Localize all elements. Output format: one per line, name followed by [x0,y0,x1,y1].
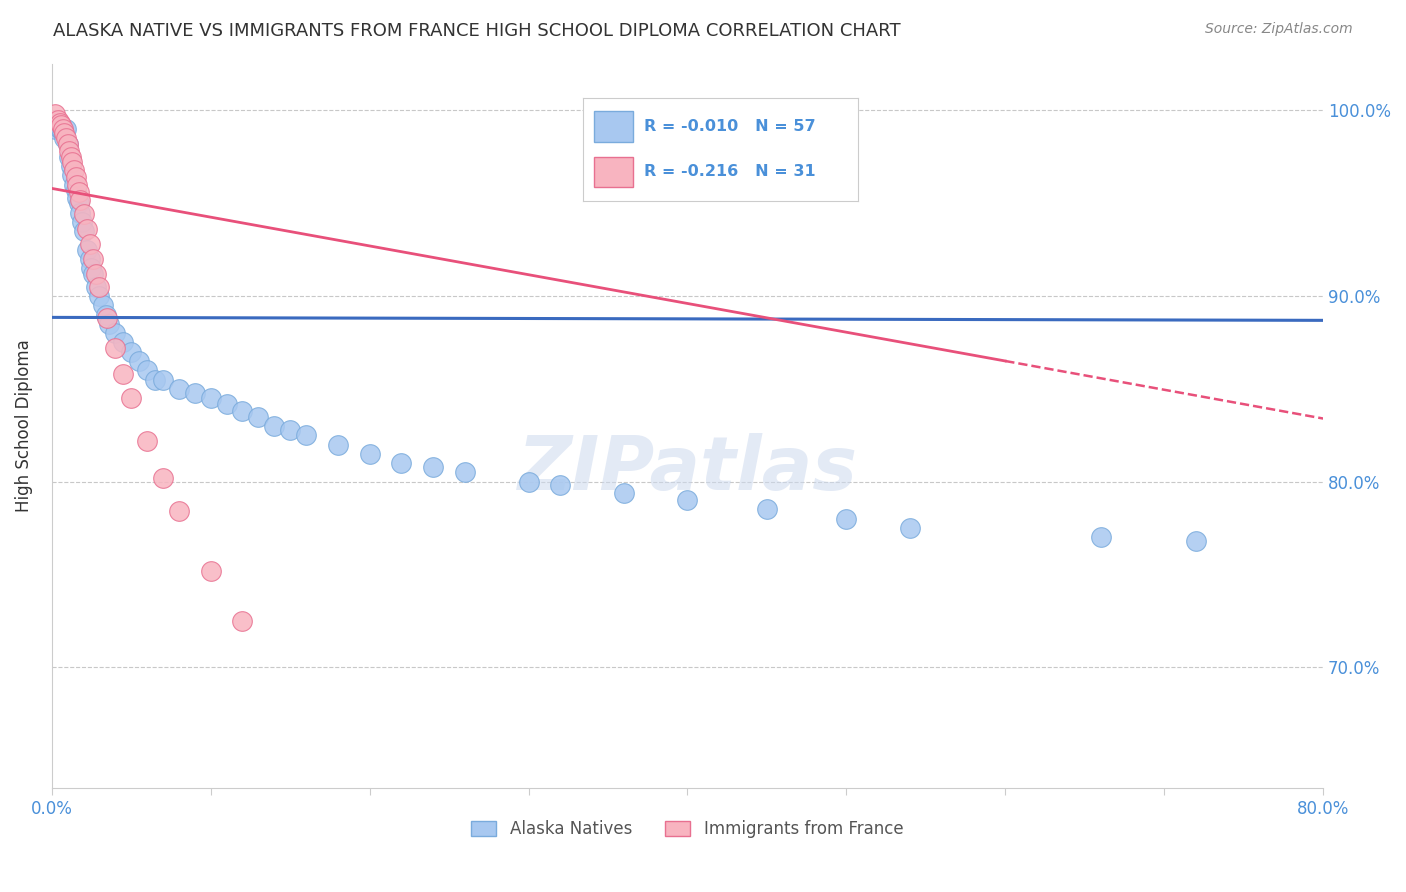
Point [613,485,636,500]
Point [389,456,412,470]
Point [48,122,70,136]
Point [898,521,921,535]
Point [550,478,572,492]
Point [53,131,76,145]
Point [82,267,104,281]
Y-axis label: High School Diploma: High School Diploma [15,340,32,512]
Point [84,267,107,281]
Point [422,459,444,474]
Point [120,391,142,405]
Point [184,385,207,400]
Point [82,252,104,266]
Point [46,116,69,130]
Bar [595,112,633,142]
Point [58,145,80,159]
Point [112,335,135,350]
Point [51,118,73,132]
Point [167,504,190,518]
Point [79,252,101,266]
Point [231,614,253,628]
Point [72,207,94,221]
Text: R = -0.010   N = 57: R = -0.010 N = 57 [644,120,815,135]
Point [94,308,117,322]
Point [517,475,540,489]
Point [278,423,301,437]
Point [143,373,166,387]
Text: R = -0.216   N = 31: R = -0.216 N = 31 [644,164,815,179]
Point [70,215,93,229]
Point [167,382,190,396]
Point [55,122,77,136]
Point [835,512,858,526]
Point [91,298,114,312]
Point [120,344,142,359]
Point [66,191,89,205]
Point [44,107,66,121]
Point [200,391,222,405]
Point [326,437,349,451]
Point [56,136,79,151]
Point [63,162,86,177]
Point [48,116,70,130]
Text: ZIPatlas: ZIPatlas [517,433,858,506]
Text: ALASKA NATIVE VS IMMIGRANTS FROM FRANCE HIGH SCHOOL DIPLOMA CORRELATION CHART: ALASKA NATIVE VS IMMIGRANTS FROM FRANCE … [53,22,901,40]
Point [55,131,77,145]
Point [89,279,111,293]
Point [67,185,90,199]
Point [152,373,174,387]
Point [76,243,98,257]
Point [97,317,120,331]
Point [231,404,253,418]
Point [53,126,76,140]
Point [295,428,318,442]
Point [80,261,103,276]
Point [63,178,86,192]
Point [72,224,94,238]
Point [58,150,80,164]
Point [755,502,778,516]
Point [200,564,222,578]
Point [52,122,75,136]
Point [69,205,91,219]
Point [69,193,91,207]
Point [44,122,66,136]
Point [46,112,69,127]
Point [51,122,73,136]
Point [247,409,270,424]
Point [79,237,101,252]
Point [52,122,75,136]
Point [59,150,82,164]
Point [104,326,127,340]
Point [62,169,84,183]
Point [359,447,381,461]
Point [136,434,159,448]
Point [65,183,87,197]
Legend: Alaska Natives, Immigrants from France: Alaska Natives, Immigrants from France [465,814,910,845]
Point [136,363,159,377]
Point [62,155,84,169]
Point [128,354,150,368]
Point [56,136,79,151]
Point [112,367,135,381]
Bar [595,157,633,187]
Point [96,311,118,326]
Point [84,279,107,293]
Point [59,159,82,173]
Point [215,397,238,411]
Point [76,222,98,236]
Point [104,341,127,355]
Point [454,466,477,480]
Text: Source: ZipAtlas.com: Source: ZipAtlas.com [1205,22,1353,37]
Point [152,471,174,485]
Point [66,178,89,192]
Point [65,170,87,185]
Point [67,196,90,211]
Point [676,493,699,508]
Point [1185,534,1208,549]
Point [263,419,285,434]
Point [89,289,111,303]
Point [1090,530,1112,544]
